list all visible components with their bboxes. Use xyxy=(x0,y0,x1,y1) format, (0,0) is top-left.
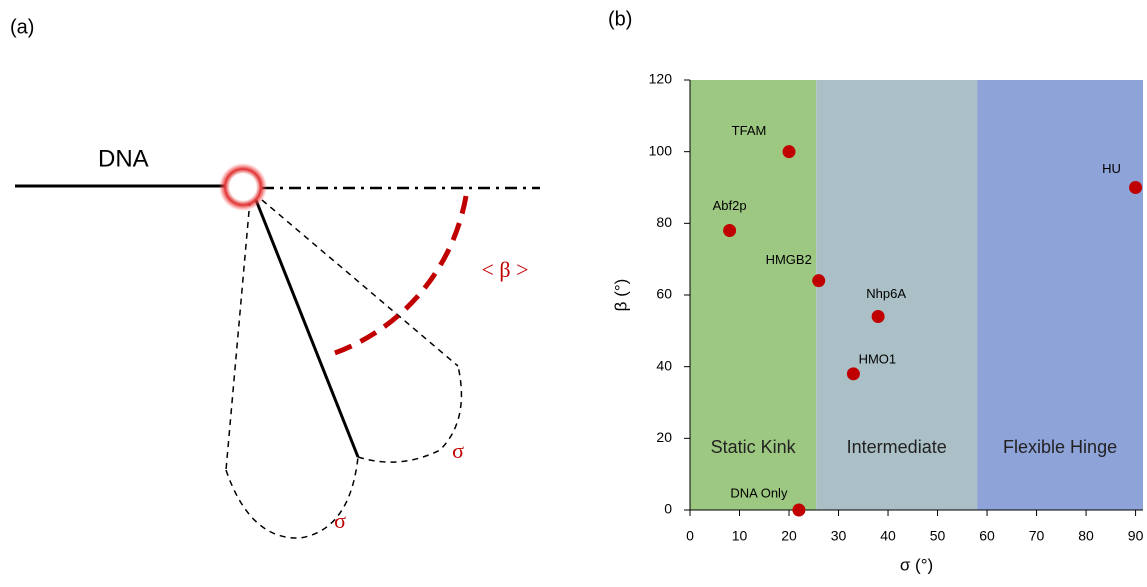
point-label: Nhp6A xyxy=(866,286,906,301)
x-tick-label: 70 xyxy=(1029,528,1045,544)
point-label: HMGB2 xyxy=(766,252,812,267)
x-tick-label: 60 xyxy=(979,528,995,544)
dna-label: DNA xyxy=(98,145,149,172)
cone-edge xyxy=(226,200,250,470)
point xyxy=(783,145,796,158)
region-label: Static Kink xyxy=(711,437,797,457)
region-label: Flexible Hinge xyxy=(1003,437,1117,457)
page: (a) DNA < β > σ σ (b) Static Kink Interme… xyxy=(0,0,1147,587)
y-tick-label: 100 xyxy=(649,142,673,158)
x-tick-label: 40 xyxy=(880,528,896,544)
x-axis-label: σ (°) xyxy=(900,555,933,574)
beta-label: < β > xyxy=(481,257,528,282)
point-label: HU xyxy=(1102,161,1121,176)
chart: (b) Static Kink Intermediate Flexible Hing… xyxy=(608,8,1144,574)
point-label: Abf2p xyxy=(713,198,747,213)
protein xyxy=(219,163,267,211)
point-label: DNA Only xyxy=(730,485,788,500)
sigma-label: σ xyxy=(334,508,346,533)
y-axis-label: β (°) xyxy=(611,279,630,312)
point-label: HMO1 xyxy=(859,351,897,366)
point xyxy=(1129,181,1142,194)
point xyxy=(792,504,805,517)
y-tick-label: 0 xyxy=(664,501,672,517)
point xyxy=(812,274,825,287)
x-tick-label: 30 xyxy=(831,528,847,544)
panel-label: (b) xyxy=(608,8,632,30)
point xyxy=(872,310,885,323)
x-tick-label: 0 xyxy=(686,528,694,544)
x-tick-label: 80 xyxy=(1078,528,1094,544)
x-tick-label: 90 xyxy=(1128,528,1144,544)
y-tick-label: 60 xyxy=(656,286,672,302)
y-tick-label: 20 xyxy=(656,429,672,445)
x-tick-label: 50 xyxy=(930,528,946,544)
x-tick-label: 10 xyxy=(732,528,748,544)
sigma-arc xyxy=(358,366,461,462)
panel-label: (a) xyxy=(10,16,34,38)
point-label: TFAM xyxy=(732,123,767,138)
point xyxy=(847,367,860,380)
point xyxy=(723,224,736,237)
y-tick-label: 40 xyxy=(656,357,672,373)
figure: (a) DNA < β > σ σ (b) Static Kink Interme… xyxy=(0,0,1147,582)
region-label: Intermediate xyxy=(847,437,947,457)
beta-arc xyxy=(326,196,466,356)
x-tick-label: 20 xyxy=(781,528,797,544)
diagram: (a) DNA < β > σ σ xyxy=(10,16,540,538)
y-tick-label: 80 xyxy=(656,214,672,230)
sigma-label: σ xyxy=(452,438,464,463)
y-tick-label: 120 xyxy=(649,71,673,87)
